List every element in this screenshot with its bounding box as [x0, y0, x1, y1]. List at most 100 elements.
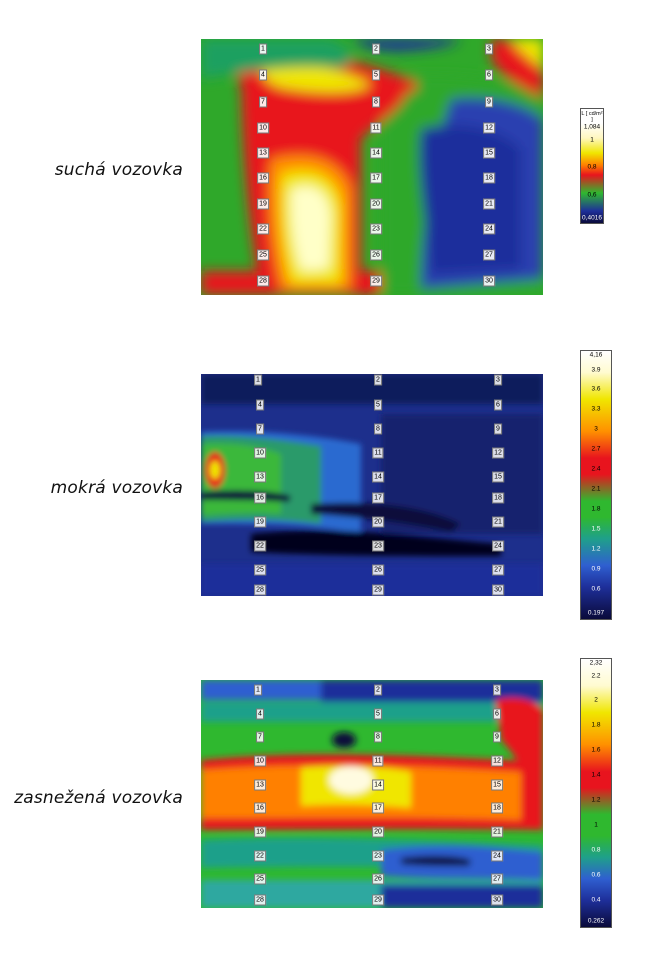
- measurement-point: 16: [257, 172, 269, 184]
- measurement-point: 18: [492, 492, 504, 504]
- measurement-point: 2: [374, 684, 382, 696]
- measurement-point: 14: [370, 147, 382, 159]
- panel-dry-road: suchá vozovka: [0, 0, 650, 320]
- scale-tick: 0.9: [591, 565, 601, 573]
- measurement-point: 14: [372, 471, 384, 483]
- scale-tick: 4,16: [589, 351, 603, 359]
- measurement-point: 20: [372, 516, 384, 528]
- measurement-point: 21: [491, 826, 503, 838]
- measurement-point: 7: [259, 96, 267, 108]
- color-scale-legend: L [ cd/m² ] 1,084 1 0,8 0,6 0,4016: [580, 108, 604, 224]
- scale-tick: 2: [594, 696, 598, 704]
- measurement-point: 18: [483, 172, 495, 184]
- measurement-point: 5: [374, 399, 382, 411]
- scale-tick: 2.1: [591, 485, 601, 493]
- scale-unit: L [ cd/m² ]: [581, 111, 603, 123]
- measurement-point: 27: [491, 873, 503, 885]
- measurement-point: 24: [492, 540, 504, 552]
- measurement-point: 12: [491, 755, 503, 767]
- measurement-point: 22: [257, 223, 269, 235]
- measurement-point: 23: [370, 223, 382, 235]
- measurement-point: 11: [370, 122, 382, 134]
- scale-gradient: [581, 659, 611, 927]
- scale-tick: 2.2: [591, 672, 601, 680]
- measurement-point: 22: [254, 850, 266, 862]
- scale-tick: 3.3: [591, 405, 601, 413]
- scale-tick: 3.9: [591, 366, 601, 374]
- measurement-point: 6: [485, 69, 493, 81]
- scale-tick: 2,32: [589, 659, 603, 667]
- scale-tick: 0.197: [587, 609, 605, 617]
- panel-label: suchá vozovka: [54, 160, 183, 180]
- measurement-point: 30: [483, 275, 495, 287]
- measurement-point: 8: [374, 423, 382, 435]
- scale-tick: 1: [590, 136, 594, 144]
- measurement-point: 5: [372, 69, 380, 81]
- color-scale-legend: 2,32 2.2 2 1.8 1.6 1.4 1.2 1 0.8 0.6 0.4…: [580, 658, 612, 928]
- measurement-point: 29: [372, 894, 384, 906]
- scale-tick: 0.262: [587, 917, 605, 925]
- measurement-point: 20: [372, 826, 384, 838]
- panel-label: zasnežená vozovka: [14, 788, 183, 808]
- luminance-map: 1 2 3 4 5 6 7 8 9 10 11 12 13 14 15 16 1…: [201, 680, 543, 908]
- measurement-point: 27: [483, 249, 495, 261]
- measurement-point: 12: [483, 122, 495, 134]
- measurement-point: 12: [492, 447, 504, 459]
- measurement-point: 21: [492, 516, 504, 528]
- luminance-map: 1 2 3 4 5 6 7 8 9 10 11 12 13 14 15 16 1…: [201, 39, 543, 295]
- scale-tick: 1.6: [591, 746, 601, 754]
- measurement-point: 7: [256, 423, 264, 435]
- measurement-point: 29: [370, 275, 382, 287]
- measurement-point: 4: [256, 708, 264, 720]
- measurement-point: 19: [257, 198, 269, 210]
- measurement-point: 11: [372, 755, 384, 767]
- luminance-map: 1 2 3 4 5 6 7 8 9 10 11 12 13 14 15 16 1…: [201, 374, 543, 596]
- measurement-point: 26: [370, 249, 382, 261]
- measurement-point: 15: [492, 471, 504, 483]
- scale-tick: 0,8: [587, 163, 597, 171]
- panel-label: mokrá vozovka: [50, 478, 183, 498]
- scale-tick: 1.5: [591, 525, 601, 533]
- scale-tick: 3.6: [591, 385, 601, 393]
- measurement-point: 17: [372, 492, 384, 504]
- measurement-point: 6: [493, 708, 501, 720]
- measurement-point: 5: [374, 708, 382, 720]
- measurement-point: 1: [254, 684, 262, 696]
- measurement-point: 22: [254, 540, 266, 552]
- measurement-point: 23: [372, 540, 384, 552]
- measurement-point: 4: [259, 69, 267, 81]
- scale-tick: 1.2: [591, 796, 601, 804]
- color-scale-legend: 4,16 3.9 3.6 3.3 3 2.7 2.4 2.1 1.8 1.5 1…: [580, 350, 612, 620]
- scale-tick: 1.8: [591, 505, 601, 513]
- measurement-point: 1: [254, 374, 262, 386]
- measurement-point: 18: [491, 802, 503, 814]
- measurement-point: 24: [491, 850, 503, 862]
- measurement-point: 25: [257, 249, 269, 261]
- scale-gradient: [581, 123, 603, 223]
- measurement-point: 7: [256, 731, 264, 743]
- measurement-point: 30: [491, 894, 503, 906]
- measurement-point: 8: [374, 731, 382, 743]
- scale-tick: 0.6: [591, 585, 601, 593]
- measurement-point: 17: [372, 802, 384, 814]
- scale-tick: 0,6: [587, 191, 597, 199]
- measurement-point: 26: [372, 564, 384, 576]
- measurement-point: 13: [254, 471, 266, 483]
- scale-tick: 1,084: [583, 123, 601, 131]
- panel-wet-road: mokrá vozovka 1 2 3 4 5: [0, 340, 650, 630]
- measurement-point: 13: [257, 147, 269, 159]
- measurement-point: 9: [494, 423, 502, 435]
- measurement-point: 10: [254, 755, 266, 767]
- measurement-point: 13: [254, 779, 266, 791]
- scale-tick: 2.4: [591, 465, 601, 473]
- measurement-point: 19: [254, 516, 266, 528]
- measurement-point: 9: [493, 731, 501, 743]
- measurement-point: 30: [492, 584, 504, 596]
- scale-tick: 1.8: [591, 721, 601, 729]
- measurement-point: 2: [374, 374, 382, 386]
- measurement-point: 10: [257, 122, 269, 134]
- measurement-point: 16: [254, 802, 266, 814]
- measurement-point: 20: [370, 198, 382, 210]
- scale-tick: 1.4: [591, 771, 601, 779]
- measurement-point: 25: [254, 873, 266, 885]
